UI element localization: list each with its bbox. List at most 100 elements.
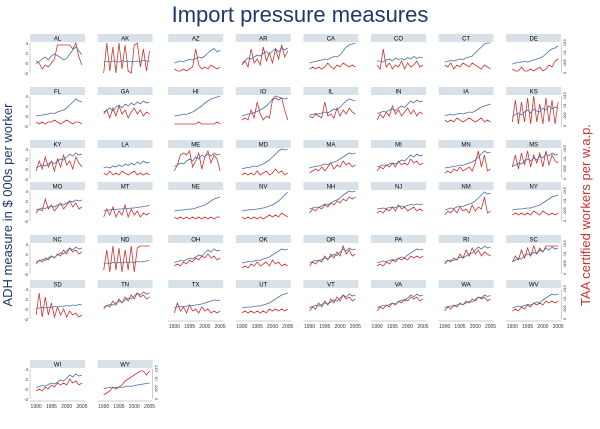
y-tick-label: 0 bbox=[25, 387, 28, 392]
page-title: Import pressure measures bbox=[171, 2, 429, 27]
y2-tick-label: 0 bbox=[562, 177, 567, 180]
y-tick-label: 4 bbox=[25, 41, 28, 46]
panel-strip bbox=[168, 87, 224, 95]
y-tick-label: -2 bbox=[24, 177, 28, 182]
x-tick-label: 1995 bbox=[522, 324, 533, 330]
panel-strip bbox=[506, 87, 562, 95]
panel-al: AL -2 0 2 4 bbox=[24, 34, 85, 76]
taa-series-line bbox=[444, 296, 491, 312]
panel-strip bbox=[97, 235, 153, 243]
x-tick-label: 2005 bbox=[144, 404, 155, 410]
panel-strip bbox=[371, 34, 426, 42]
adh-series-line bbox=[512, 293, 559, 308]
panel-wy: WY 0 .005 .01 .015 1990 1995 2000 2005 bbox=[97, 360, 159, 410]
taa-series-line bbox=[376, 255, 424, 267]
panel-strip bbox=[303, 235, 359, 243]
panel-oh: OH bbox=[168, 235, 224, 267]
x-tick-label: 1990 bbox=[31, 404, 42, 410]
x-tick-label: 1995 bbox=[387, 324, 398, 330]
panel-label: NC bbox=[53, 238, 62, 244]
panel-ri: RI bbox=[438, 235, 494, 265]
panel-strip bbox=[506, 34, 562, 42]
panel-strip bbox=[371, 280, 426, 288]
adh-series-line bbox=[103, 260, 150, 264]
y2-tick-label: .015 bbox=[562, 91, 567, 100]
panel-label: IN bbox=[396, 90, 402, 96]
taa-series-line bbox=[376, 296, 424, 312]
y2-tick-label: .005 bbox=[562, 206, 567, 215]
adh-series-line bbox=[444, 103, 491, 116]
panel-strip bbox=[97, 87, 153, 95]
x-tick-label: 2000 bbox=[402, 324, 413, 330]
taa-series-line bbox=[35, 153, 83, 173]
panel-label: WA bbox=[461, 283, 470, 289]
panel-label: ND bbox=[121, 238, 130, 244]
panel-va: VA 1990 1995 2000 2005 bbox=[371, 280, 429, 330]
taa-series-line bbox=[309, 160, 356, 174]
y2-tick-label: .015 bbox=[562, 284, 567, 293]
y2-tick-label: .01 bbox=[562, 197, 567, 203]
panel-ok: OK bbox=[235, 235, 291, 269]
y-tick-label: 4 bbox=[25, 287, 28, 292]
panel-strip bbox=[506, 182, 562, 190]
x-tick-label: 1995 bbox=[113, 404, 124, 410]
panel-vt: VT 1990 1995 2000 2005 bbox=[303, 280, 361, 330]
adh-series-line bbox=[103, 382, 150, 389]
taa-series-line bbox=[35, 119, 83, 125]
panel-label: MN bbox=[461, 143, 470, 149]
panel-ga: GA bbox=[97, 87, 153, 120]
y-tick-label: -2 bbox=[24, 219, 28, 224]
y-tick-label: 2 bbox=[25, 297, 28, 302]
y-tick-label: -2 bbox=[24, 71, 28, 76]
adh-series-line bbox=[35, 199, 83, 211]
panel-mn: MN bbox=[438, 140, 494, 174]
y-tick-label: 0 bbox=[25, 114, 28, 119]
taa-series-line bbox=[103, 42, 150, 74]
x-tick-label: 2000 bbox=[470, 324, 481, 330]
taa-series-line bbox=[174, 216, 221, 220]
panel-label: UT bbox=[259, 283, 267, 289]
panel-label: NE bbox=[192, 185, 200, 191]
adh-series-line bbox=[309, 190, 356, 210]
y-tick-label: 2 bbox=[25, 51, 28, 56]
x-tick-label: 1990 bbox=[236, 324, 247, 330]
x-tick-label: 2005 bbox=[215, 324, 226, 330]
panel-label: CA bbox=[327, 37, 335, 43]
adh-series-line bbox=[36, 98, 83, 117]
taa-series-line bbox=[444, 150, 491, 174]
y2-tick-label: .015 bbox=[562, 144, 567, 153]
adh-series-line bbox=[35, 152, 83, 168]
taa-series-line bbox=[309, 62, 356, 70]
panel-label: SD bbox=[53, 283, 62, 289]
x-tick-label: 2000 bbox=[537, 324, 548, 330]
adh-series-line bbox=[512, 246, 559, 262]
panel-ny: NY 0 .005 .01 .015 bbox=[506, 182, 567, 222]
panel-strip bbox=[438, 182, 494, 190]
panel-strip bbox=[97, 140, 153, 148]
panel-az: AZ bbox=[168, 34, 224, 72]
panel-mo: MO -2 0 2 4 bbox=[24, 182, 85, 224]
adh-series-line bbox=[444, 150, 491, 169]
panel-md: MD bbox=[235, 140, 291, 176]
taa-series-line bbox=[35, 197, 83, 214]
panel-strip bbox=[235, 34, 291, 42]
panel-label: MA bbox=[326, 143, 335, 149]
panel-strip bbox=[168, 280, 224, 288]
x-tick-label: 1995 bbox=[252, 324, 263, 330]
panel-label: SC bbox=[530, 238, 539, 244]
y2-axis-label: TAA certified workers per w.a.p. bbox=[578, 124, 593, 306]
adh-series-line bbox=[309, 152, 356, 169]
adh-series-line bbox=[174, 299, 221, 308]
taa-series-line bbox=[103, 370, 150, 396]
adh-series-line bbox=[309, 98, 356, 116]
panel-strip bbox=[235, 87, 291, 95]
adh-series-line bbox=[35, 246, 83, 263]
panel-or: OR bbox=[303, 235, 359, 267]
y2-tick-label: .015 bbox=[562, 239, 567, 248]
taa-series-line bbox=[511, 244, 559, 263]
panel-label: NH bbox=[327, 185, 336, 191]
taa-series-line bbox=[309, 294, 356, 312]
panel-strip bbox=[30, 87, 85, 95]
panel-label: CO bbox=[394, 37, 403, 43]
adh-series-line bbox=[241, 292, 288, 309]
